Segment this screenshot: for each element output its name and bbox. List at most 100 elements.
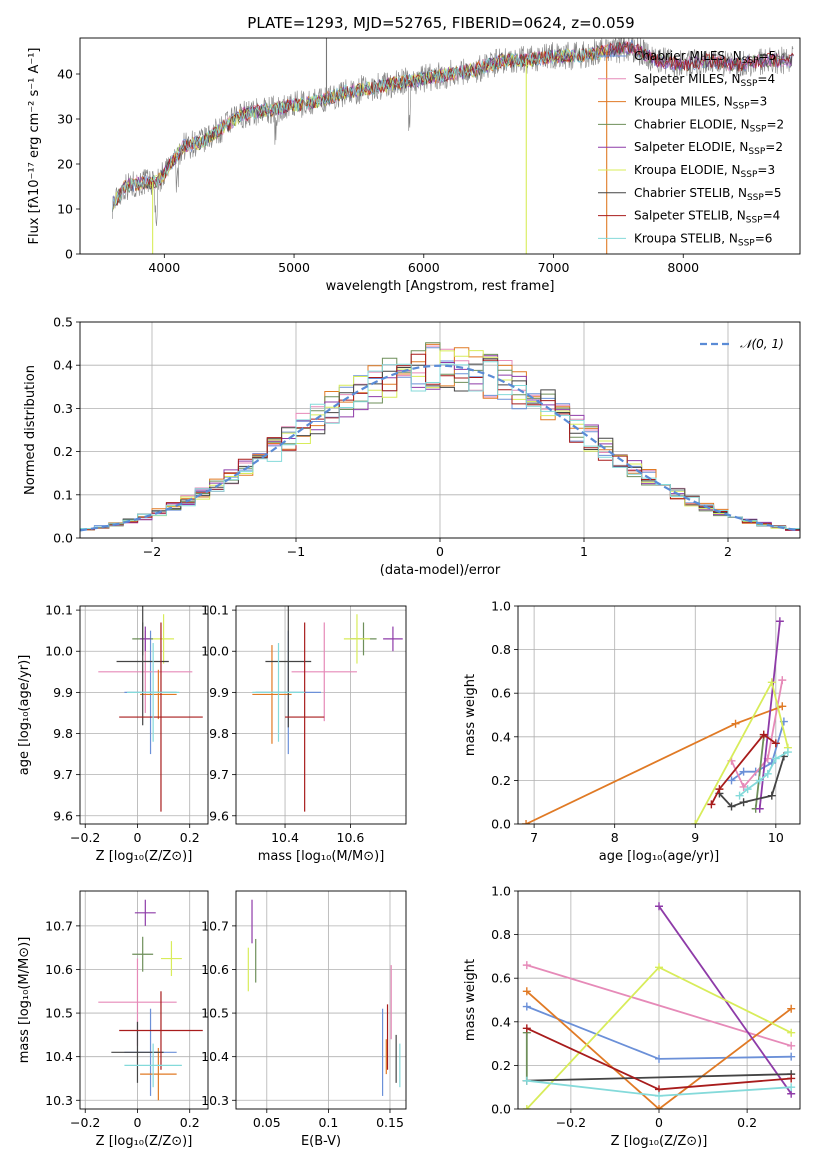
tick-label-x: 0.15 [376, 1115, 404, 1130]
tick-label-y: 10 [57, 202, 73, 217]
axes-frame [235, 605, 407, 825]
legend-n-label: , N [724, 163, 741, 177]
tick-label-y: 40 [57, 67, 73, 82]
panel-weight_vs_Z: −0.2 0 0.2 0.0 0.2 0.4 0.6 0.8 1.0 Z [log₁₀(Z/Z⊙)… [463, 884, 801, 1149]
weight-marker [739, 782, 748, 791]
weight-marker [755, 776, 764, 785]
tick-label-y: 9.9 [53, 685, 73, 700]
weight-marker [755, 804, 764, 813]
legend-model: Chabrier MILES [634, 49, 725, 63]
legend-n-label: , N [733, 117, 750, 131]
tick-label-y: 9.8 [53, 726, 73, 741]
legend-n-label: , N [725, 49, 742, 63]
weight-marker [775, 617, 784, 626]
legend-nssp: 5 [769, 49, 777, 63]
tick-label-y: 0.0 [491, 817, 511, 832]
axes-frame [79, 605, 209, 825]
tick-label-y: 9.8 [209, 726, 229, 741]
weight-line-chabrier-stelib [718, 756, 785, 808]
legend-nssp: 4 [767, 72, 775, 86]
weight-marker [767, 791, 776, 800]
legend-nssp: 6 [765, 231, 773, 245]
legend-eq: = [766, 117, 776, 131]
legend-ssp-sub: SSP [748, 147, 765, 157]
tick-label-y: 0.3 [53, 401, 73, 416]
tick-label-y: 10.4 [45, 1049, 73, 1064]
legend-model: Chabrier ELODIE [634, 117, 733, 131]
tick-label-y: 0.6 [491, 971, 511, 986]
x-axis-label: Z [log₁₀(Z/Z⊙)] [96, 1134, 193, 1149]
legend-ssp-sub: SSP [733, 102, 750, 112]
tick-label-y: 10.4 [201, 1049, 229, 1064]
tick-label-x: 0 [655, 1115, 663, 1130]
tick-label-x: 10.4 [271, 830, 299, 845]
y-axis-label: Flux [fλ10⁻¹⁷ erg cm⁻² s⁻¹ A⁻¹] [27, 48, 42, 245]
tick-label-y: 1.0 [491, 884, 511, 899]
gaussian-reference-line [80, 364, 800, 532]
tick-label-y: 0.1 [53, 487, 73, 502]
tick-label-x: 0.1 [318, 1115, 338, 1130]
legend-n-label: , N [716, 95, 733, 109]
weight-marker [778, 676, 787, 685]
tick-label-x: 9 [691, 830, 699, 845]
tick-label-y: 9.6 [209, 808, 229, 823]
weight-marker [787, 1004, 796, 1013]
x-axis-label: Z [log₁₀(Z/Z⊙)] [96, 849, 193, 864]
tick-label-x: 0 [133, 830, 141, 845]
legend-entry: Chabrier MILES, NSSP=5 [634, 49, 776, 66]
tick-label-x: 7000 [538, 260, 570, 275]
legend-nssp: 2 [775, 140, 783, 154]
tick-label-y: 0.2 [491, 773, 511, 788]
legend-ssp-sub: SSP [746, 216, 763, 226]
tick-label-x: 1 [580, 544, 588, 559]
tick-label-x: −0.2 [556, 1115, 586, 1130]
spectrum-line-kroupa-elodie [112, 46, 609, 212]
weight-marker [707, 800, 716, 809]
weight-marker [731, 719, 740, 728]
legend-n-label: , N [729, 209, 746, 223]
legend-ssp-sub: SSP [747, 193, 764, 203]
tick-label-x: 2 [724, 544, 732, 559]
weight-marker [771, 739, 780, 748]
legend-eq: = [755, 231, 765, 245]
weight-line-chabrier-stelib [526, 1073, 792, 1082]
tick-label-y: 10.7 [201, 918, 229, 933]
weight-marker [743, 785, 752, 794]
weight-marker [727, 802, 736, 811]
weight-marker [783, 748, 792, 757]
panel-mass_vs_Z: −0.2 0 0.2 10.3 10.4 10.5 10.6 10.7 Z [log₁₀(Z/Z… [17, 890, 209, 1149]
tick-label-y: 30 [57, 112, 73, 127]
panel-spectrum: 4000 5000 6000 7000 8000 0 10 20 30 40 wavelength … [27, 37, 801, 294]
tick-label-x: 4000 [148, 260, 180, 275]
axes-frame [79, 37, 801, 255]
plot-area [112, 38, 794, 254]
legend-ssp-sub: SSP [741, 79, 758, 89]
tick-label-x: −0.2 [70, 1115, 100, 1130]
weight-marker [655, 1105, 663, 1109]
legend-model: Salpeter STELIB [634, 209, 729, 223]
plot-area [247, 899, 401, 1096]
legend-entry: Chabrier STELIB, NSSP=5 [634, 186, 782, 203]
tick-label-x: −2 [143, 544, 161, 559]
tick-label-y: 9.7 [53, 767, 73, 782]
legend-entry: Salpeter MILES, NSSP=4 [634, 72, 775, 89]
tick-label-y: 0.4 [491, 729, 511, 744]
legend-ssp-sub: SSP [742, 56, 759, 66]
y-axis-label: age [log₁₀(age/yr)] [17, 655, 32, 776]
tick-label-y: 10.7 [45, 918, 73, 933]
legend-nssp: 3 [760, 95, 768, 109]
tick-label-y: 10.0 [45, 644, 73, 659]
panel-mass_vs_EBV: 0.05 0.1 0.15 10.3 10.4 10.5 10.6 10.7 E(B-V) [201, 890, 407, 1149]
legend-ssp-sub: SSP [750, 124, 767, 134]
legend-eq: = [759, 49, 769, 63]
tick-label-y: 0.6 [491, 686, 511, 701]
tick-label-x: 8000 [667, 260, 699, 275]
tick-label-x: 7 [530, 830, 538, 845]
tick-label-y: 1.0 [491, 599, 511, 614]
weight-marker [763, 769, 772, 778]
spectrum-line-kroupa-stelib [112, 47, 609, 212]
weight-marker [787, 1028, 796, 1037]
weight-marker [735, 791, 744, 800]
panel-age_vs_mass: 10.4 10.6 9.6 9.7 9.8 9.9 10.0 10.1 mass [log₁₀(… [201, 603, 407, 864]
x-axis-label: (data-model)/error [380, 563, 501, 578]
